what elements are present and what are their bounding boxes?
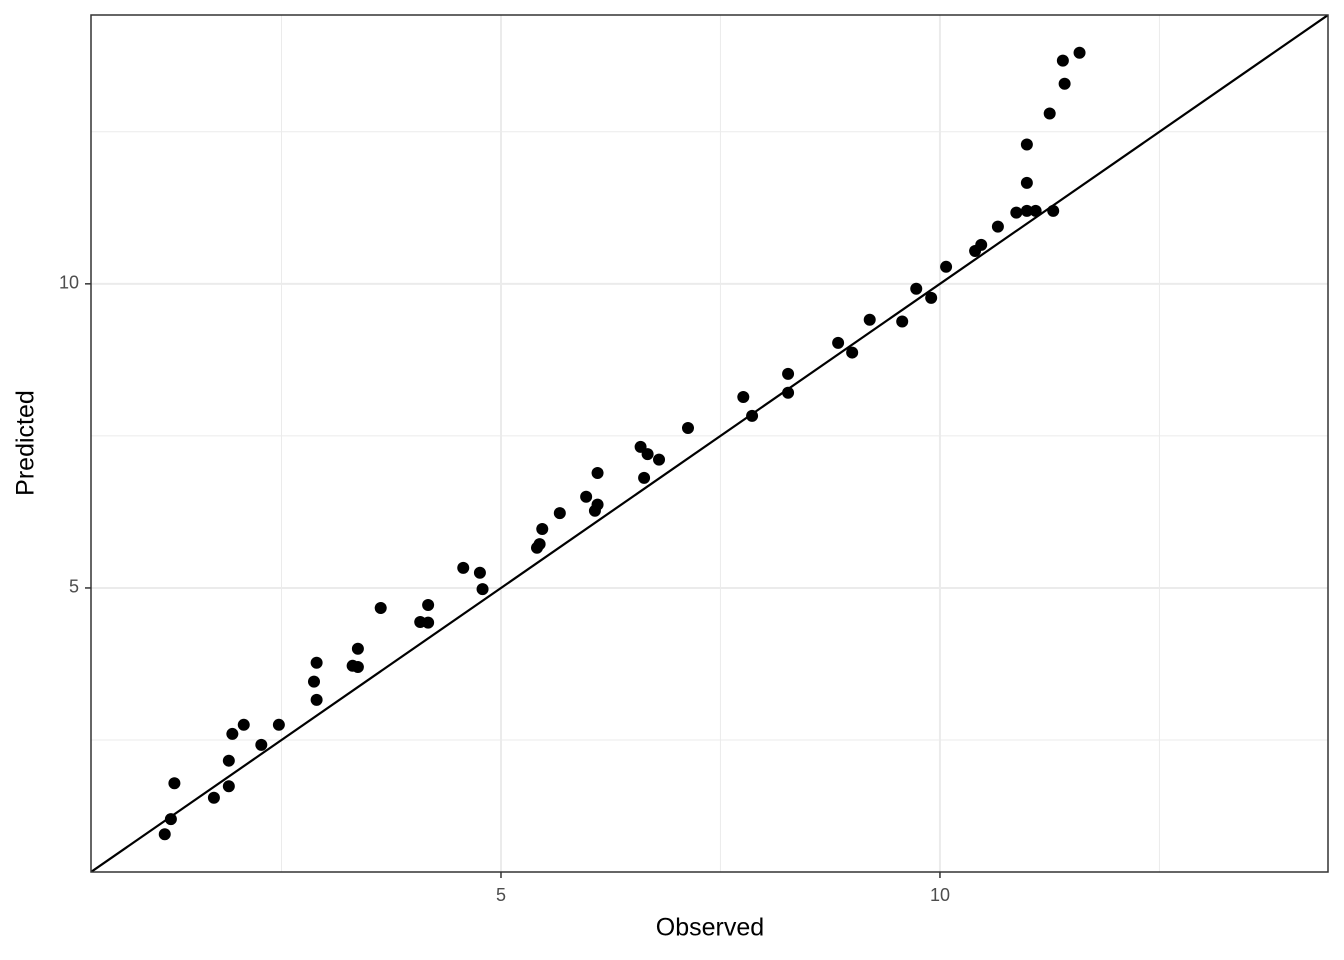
- point: [1056, 54, 1069, 67]
- point: [237, 718, 250, 731]
- x-tick-label: 5: [496, 885, 506, 905]
- point: [975, 238, 988, 251]
- point: [1020, 204, 1033, 217]
- point: [272, 718, 285, 731]
- point: [168, 777, 181, 790]
- point: [940, 260, 953, 273]
- x-tick-label: 10: [930, 885, 950, 905]
- point: [782, 367, 795, 380]
- point: [591, 466, 604, 479]
- point: [910, 282, 923, 295]
- point: [746, 409, 759, 422]
- point: [591, 498, 604, 511]
- point: [307, 675, 320, 688]
- point: [1010, 206, 1023, 219]
- x-axis-title: Observed: [656, 914, 764, 942]
- point: [863, 313, 876, 326]
- y-axis-title: Predicted: [12, 390, 40, 496]
- point: [641, 448, 654, 461]
- point: [222, 780, 235, 793]
- point: [476, 583, 489, 596]
- point: [991, 220, 1004, 233]
- point: [158, 828, 171, 841]
- point: [374, 602, 387, 615]
- point: [222, 754, 235, 767]
- point: [737, 390, 750, 403]
- point: [533, 538, 546, 551]
- point: [925, 291, 938, 304]
- point: [1029, 204, 1042, 217]
- point: [310, 656, 323, 669]
- point: [553, 507, 566, 520]
- point: [846, 346, 859, 359]
- point: [351, 661, 364, 674]
- reference-line: [91, 15, 1328, 872]
- point: [896, 315, 909, 328]
- point: [536, 522, 549, 535]
- point: [422, 598, 435, 611]
- point: [1058, 77, 1071, 90]
- point: [207, 791, 220, 804]
- point: [681, 421, 694, 434]
- point: [1020, 176, 1033, 189]
- point: [351, 642, 364, 655]
- point: [457, 561, 470, 574]
- y-tick-label: 10: [59, 273, 79, 293]
- point: [226, 727, 239, 740]
- point: [164, 813, 177, 826]
- point: [638, 471, 651, 484]
- point: [832, 336, 845, 349]
- point: [473, 566, 486, 579]
- point: [1073, 46, 1086, 59]
- y-tick-label: 5: [69, 577, 79, 597]
- point: [255, 738, 268, 751]
- point: [1047, 204, 1060, 217]
- point: [782, 386, 795, 399]
- point: [580, 490, 593, 503]
- point: [1020, 138, 1033, 151]
- panel-border: [90, 14, 1329, 873]
- point: [310, 693, 323, 706]
- point: [653, 453, 666, 466]
- point: [1043, 107, 1056, 120]
- point: [422, 616, 435, 629]
